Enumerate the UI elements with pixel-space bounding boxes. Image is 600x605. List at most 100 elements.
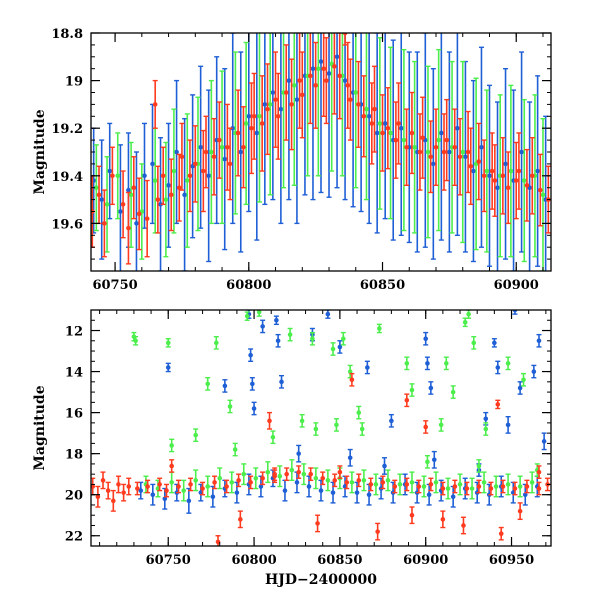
top-blue-point [222,67,228,251]
top-green-point [128,141,134,248]
bottom-green-point [256,310,262,317]
top-red-point [297,33,303,129]
bottom-green-point [421,475,427,498]
top-red-point [468,127,474,206]
top-red-point [433,108,439,187]
bottom-green-point [404,356,410,371]
top-blue-point [99,139,105,260]
bottom-red-point [188,477,194,492]
bottom-red-point [404,477,410,492]
top-green-point [163,141,169,258]
top-green-point [339,33,345,177]
top-blue-point [527,101,533,271]
top-green-point [195,96,201,232]
bottom-red-point [517,502,523,521]
bottom-y-tick-label: 14 [65,366,83,381]
bottom-red-point [392,479,398,494]
bottom-red-point [164,483,170,498]
top-red-point [345,41,351,129]
bottom-red-point [224,479,230,494]
bottom-blue-point [347,448,353,467]
top-red-point [313,41,319,129]
top-green-point [104,156,110,253]
top-red-point [489,132,495,210]
top-series-red [91,33,551,265]
top-red-point [144,179,150,258]
top-blue-point [478,46,484,248]
top-red-point [179,122,185,191]
bottom-green-point [450,385,456,399]
bottom-red-point [375,522,381,541]
top-blue-point [150,103,156,225]
top-green-point [388,46,394,220]
top-red-point [371,65,377,153]
top-red-point [131,156,137,220]
bottom-x-tick-label: 60900 [403,553,448,568]
bottom-red-point [176,479,182,494]
bottom-green-point [205,377,211,391]
top-red-point [516,132,522,210]
bottom-panel: 60750 60800 60850 60900 60950 12 14 16 18 20 22 Mag… [32,309,552,588]
top-red-point [235,89,241,177]
bottom-green-point [165,338,171,348]
bottom-green-point [517,475,523,498]
top-blue-point [174,79,180,225]
top-red-point [155,165,161,234]
bottom-blue-point [251,401,257,416]
top-red-point [404,108,410,187]
bottom-green-point [229,471,235,494]
bottom-red-point [248,475,254,490]
top-blue-point [158,137,164,271]
top-red-point [299,51,305,139]
top-red-point [224,103,230,191]
top-red-point [192,125,198,203]
bottom-red-point [126,477,132,496]
bottom-blue-point [138,481,144,500]
bottom-blue-point [296,444,302,463]
top-red-point [211,117,217,196]
top-blue-point [374,33,380,234]
top-red-point [513,141,519,220]
bottom-green-point [313,422,319,436]
bottom-blue-point [423,331,429,346]
bottom-green-point [445,477,451,500]
top-blue-point [326,33,332,198]
bottom-green-point [227,399,233,414]
top-red-point [251,72,257,160]
bottom-green-point [433,471,439,494]
top-red-point [380,94,386,172]
bottom-red-point [380,475,386,490]
bottom-red-point [296,465,302,479]
bottom-green-point [483,422,489,436]
top-blue-point [294,33,300,225]
top-green-point [425,65,431,239]
bottom-blue-point [431,450,437,469]
top-red-point [331,33,337,115]
bottom-blue-point [495,360,501,375]
bottom-green-point [277,465,283,488]
bottom-red-point [464,481,470,496]
bottom-green-point [265,461,271,484]
top-blue-point [190,94,196,239]
top-red-point [409,91,415,175]
top-blue-point [198,65,204,229]
bottom-green-point [181,479,187,502]
bottom-green-point [313,467,319,490]
top-x-tick-label: 60750 [92,278,137,293]
bottom-green-point [193,469,199,492]
bottom-green-point [217,467,223,490]
top-red-point [393,101,399,179]
top-blue-point [486,84,492,267]
top-blue-point [238,51,244,253]
bottom-green-point [505,473,511,496]
top-blue-point [262,33,268,206]
bottom-green-point [457,473,463,496]
bottom-red-point [272,467,278,482]
top-red-point [227,127,233,201]
bottom-blue-point [382,457,388,475]
top-blue-point [133,151,139,271]
bottom-red-point [105,481,111,500]
top-blue-point [206,89,212,263]
bottom-red-point [320,471,326,486]
bottom-red-point [315,514,321,533]
